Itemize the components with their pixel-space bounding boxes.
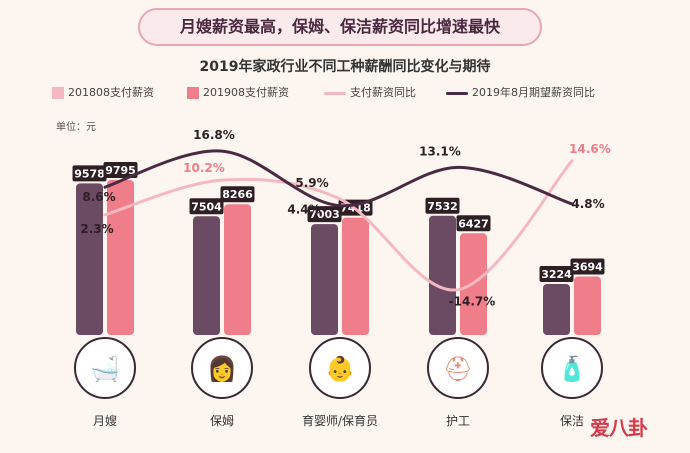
- legend-label-2018: 201808支付薪资: [68, 86, 154, 99]
- line-yoy: [103, 159, 574, 292]
- label-yoy-1: 10.2%: [183, 161, 225, 175]
- legend-label-2019: 201908支付薪资: [203, 86, 289, 99]
- category-label-3: 护工: [446, 414, 470, 428]
- category-label-1: 保姆: [210, 414, 234, 428]
- value-tag-2018-1: 7504: [191, 200, 222, 213]
- label-expected-4: 4.8%: [571, 197, 604, 211]
- legend-item-2018: 201808支付薪资: [52, 84, 154, 100]
- value-tag-2018-2: 7003: [309, 208, 340, 221]
- legend-label-expected: 2019年8月期望薪资同比: [472, 86, 595, 99]
- headline-banner: 月嫂薪资最高，保姆、保洁薪资同比增速最快: [138, 8, 542, 46]
- value-tag-2019-bg-0: [103, 162, 138, 178]
- bar-2019-2: [342, 217, 369, 335]
- value-tag-2019-bg-3: [456, 215, 491, 232]
- legend-item-yoy: 支付薪资同比: [324, 84, 416, 100]
- bar-2018-3: [429, 215, 456, 335]
- value-tag-2018-bg-0: [72, 165, 107, 182]
- chart-legend: 201808支付薪资 201908支付薪资 支付薪资同比 2019年8月期望薪资…: [52, 81, 652, 103]
- value-tag-2019-1: 8266: [222, 188, 253, 201]
- bar-2019-0: [107, 180, 134, 335]
- label-yoy-2: 5.9%: [295, 176, 328, 190]
- value-tag-2018-bg-4: [539, 265, 574, 282]
- bar-2018-2: [311, 224, 338, 335]
- legend-swatch-yoy: [324, 91, 346, 95]
- value-tag-2018-0: 9578: [74, 167, 105, 180]
- value-tag-2018-4: 3224: [541, 268, 572, 281]
- label-yoy-3: -14.7%: [449, 295, 496, 309]
- label-yoy-4: 14.6%: [569, 142, 611, 156]
- value-tag-2018-bg-3: [425, 197, 460, 214]
- category-label-0: 月嫂: [93, 414, 117, 428]
- value-tag-2018-bg-1: [189, 198, 224, 215]
- label-expected-0: 8.6%: [82, 190, 115, 204]
- cleaning-spray-icon-glyph: 🧴: [557, 355, 587, 383]
- cleaning-spray-icon: [541, 337, 603, 399]
- chart-title: 2019年家政行业不同工种薪酬同比变化与期待: [199, 59, 491, 75]
- baby-bath-icon: [74, 337, 136, 399]
- label-yoy-0: 2.3%: [80, 222, 113, 236]
- legend-item-expected: 2019年8月期望薪资同比: [446, 84, 595, 100]
- legend-label-yoy: 支付薪资同比: [350, 86, 416, 99]
- bar-2018-1: [193, 216, 220, 335]
- bar-2018-0: [76, 183, 103, 335]
- nanny-icon-glyph: 👩: [207, 355, 237, 383]
- legend-swatch-expected: [446, 91, 468, 95]
- infant-icon-glyph: 👶: [325, 355, 355, 383]
- value-tag-2019-bg-1: [220, 186, 255, 203]
- legend-swatch-2018: [52, 87, 64, 99]
- first-aid-kit-icon: [427, 337, 489, 399]
- value-tag-2019-0: 9795: [105, 164, 136, 177]
- first-aid-kit-icon-glyph: ⛑: [443, 355, 473, 383]
- legend-swatch-2019: [187, 87, 199, 99]
- value-tag-2018-bg-2: [307, 206, 342, 223]
- label-expected-1: 16.8%: [193, 128, 235, 142]
- headline-text: 月嫂薪资最高，保姆、保洁薪资同比增速最快: [179, 17, 500, 36]
- baby-bath-icon-glyph: 🛁: [90, 355, 120, 383]
- category-label-2: 育婴师/保育员: [302, 413, 378, 428]
- value-tag-2019-4: 3694: [572, 261, 603, 274]
- value-tag-2018-3: 7532: [427, 200, 458, 213]
- nanny-icon: [191, 337, 253, 399]
- infant-icon: [309, 337, 371, 399]
- value-tag-2019-3: 6427: [458, 217, 489, 230]
- category-label-4: 保洁: [560, 414, 584, 428]
- bar-2019-1: [224, 204, 251, 335]
- legend-item-2019: 201908支付薪资: [187, 84, 289, 100]
- label-expected-2: 4.4%: [287, 203, 320, 217]
- value-tag-2019-bg-4: [570, 258, 605, 275]
- bar-2018-4: [543, 283, 570, 335]
- unit-label: 单位：元: [56, 122, 96, 133]
- label-expected-3: 13.1%: [419, 144, 461, 158]
- bar-2019-4: [574, 276, 601, 335]
- line-expected: [103, 149, 574, 208]
- watermark-logo: 爱八卦: [590, 416, 648, 440]
